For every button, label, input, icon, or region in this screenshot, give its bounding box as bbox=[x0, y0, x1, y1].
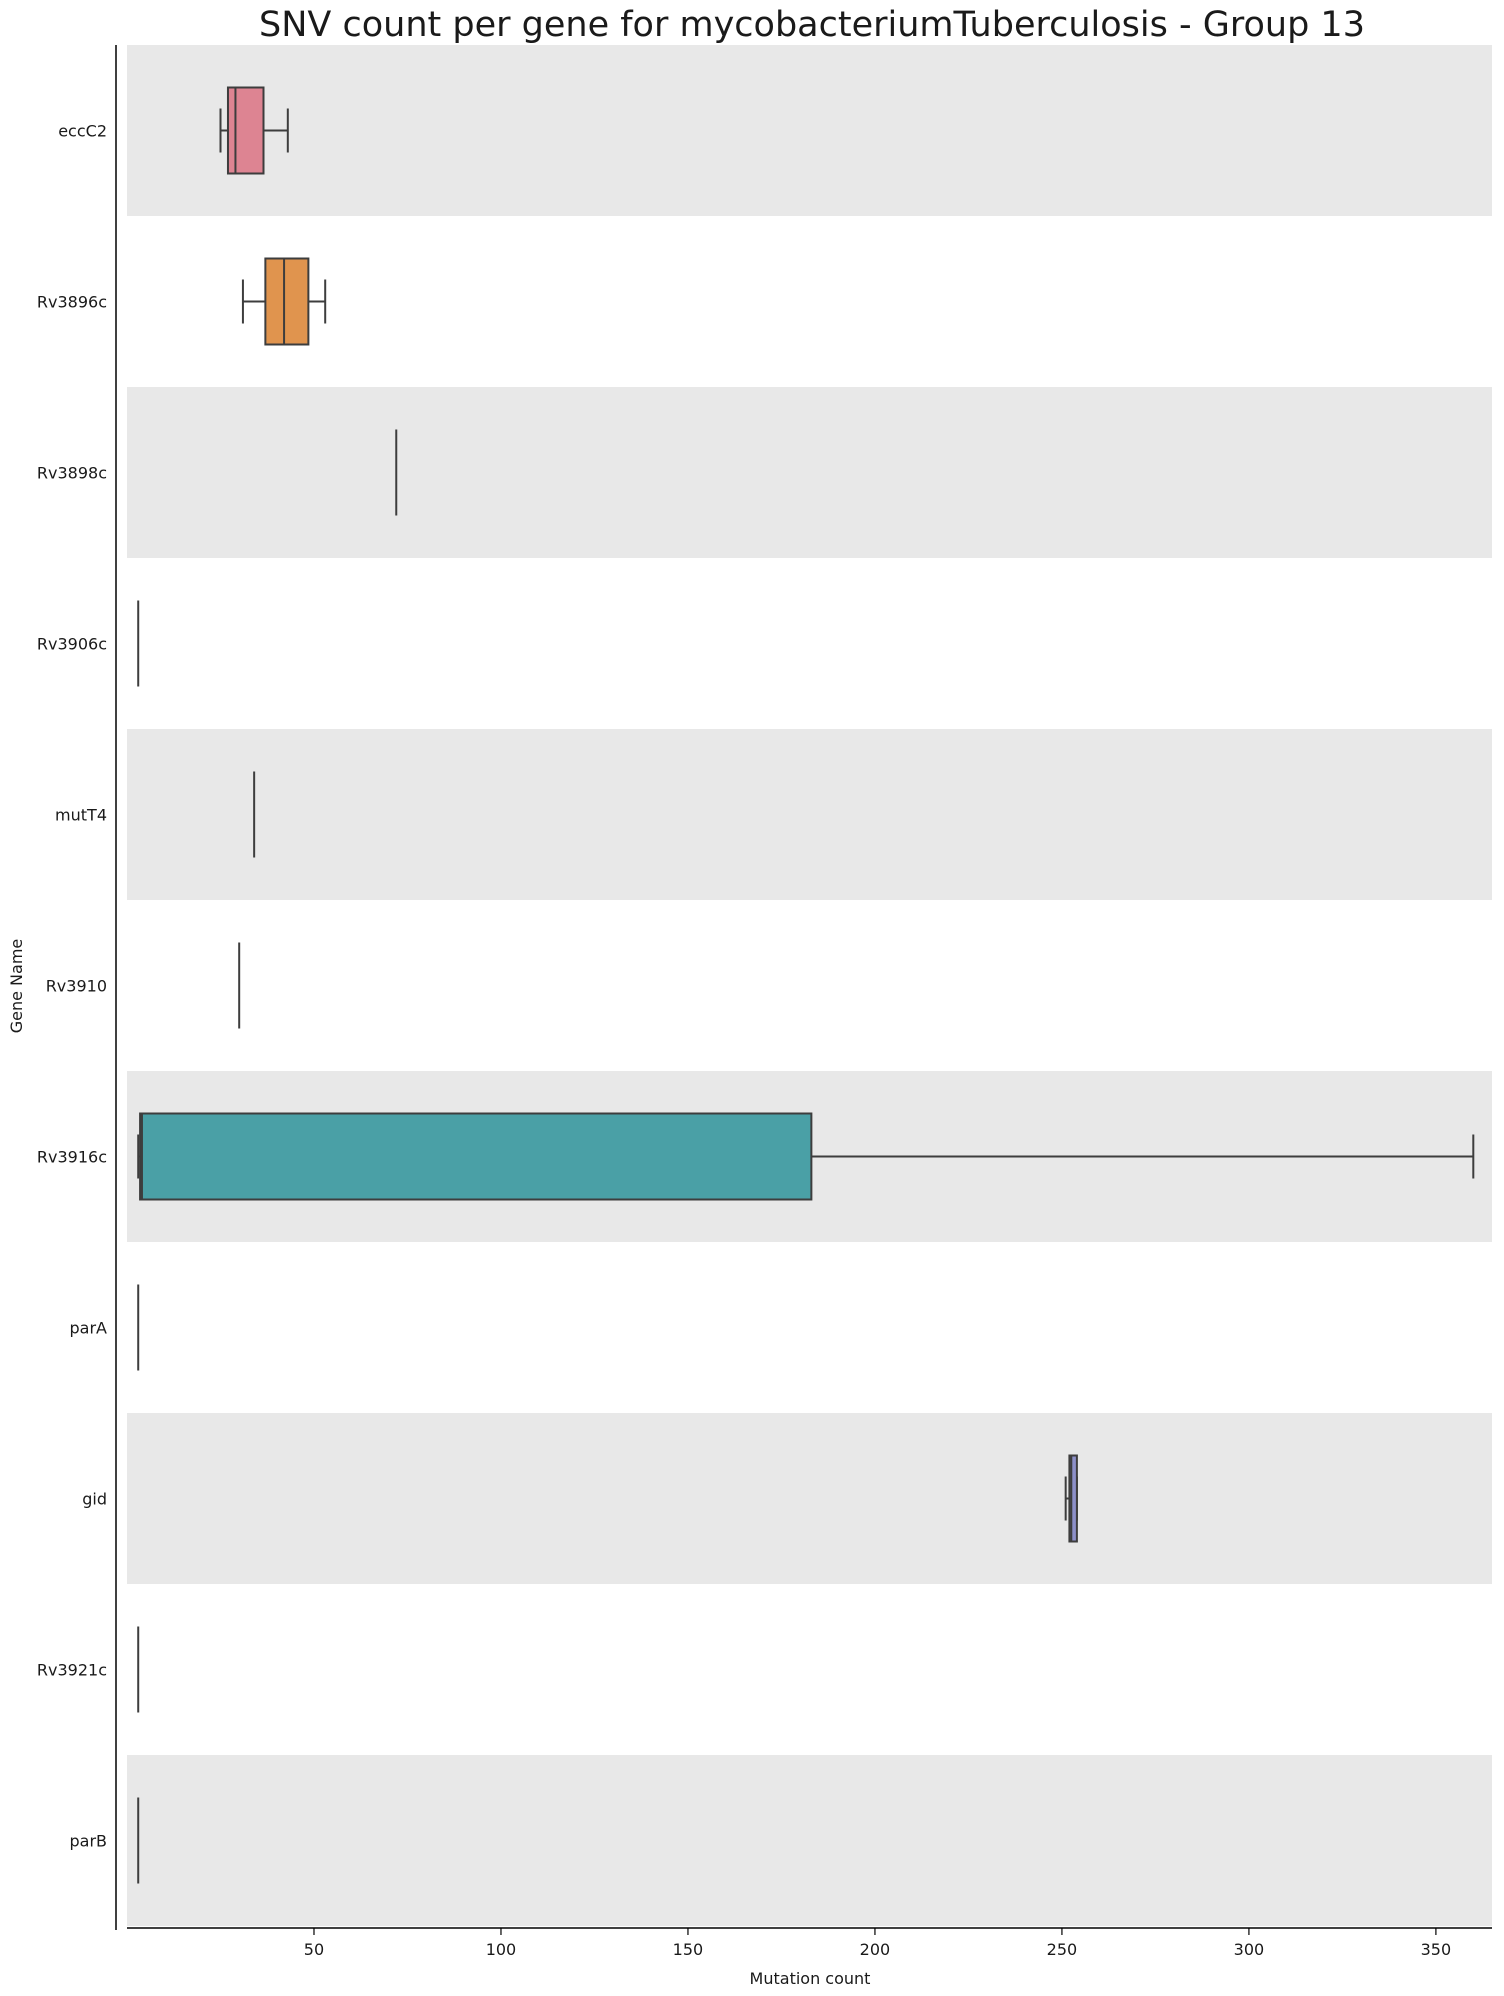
x-tick-label: 300 bbox=[1234, 1940, 1265, 1959]
box-group bbox=[137, 86, 1475, 1884]
x-axis: 50 100 150 200 250 300 350 bbox=[127, 1927, 1492, 1959]
y-tick-label: parB bbox=[69, 1832, 107, 1851]
y-axis-label: Gene Name bbox=[7, 939, 26, 1034]
row-band bbox=[127, 387, 1492, 558]
x-axis-label: Mutation count bbox=[750, 1969, 871, 1988]
box-Rv3896c bbox=[241, 257, 327, 346]
x-tick-label: 200 bbox=[860, 1940, 891, 1959]
row-band bbox=[127, 1584, 1492, 1755]
y-tick-label: Rv3896c bbox=[37, 293, 107, 312]
iqr-box bbox=[139, 1112, 813, 1201]
box-Rv3916c bbox=[137, 1112, 1475, 1201]
iqr-box bbox=[226, 86, 265, 175]
y-tick-label: gid bbox=[82, 1490, 107, 1509]
x-tick-label: 150 bbox=[673, 1940, 704, 1959]
y-tick-label: parA bbox=[70, 1319, 108, 1338]
box-eccC2 bbox=[219, 86, 289, 175]
y-tick-label: Rv3910 bbox=[46, 977, 107, 996]
row-band bbox=[127, 45, 1492, 216]
row-band bbox=[127, 216, 1492, 387]
box-gid bbox=[1064, 1454, 1078, 1543]
y-tick-label: Rv3898c bbox=[37, 464, 107, 483]
chart-title: SNV count per gene for mycobacteriumTube… bbox=[259, 5, 1365, 45]
y-tick-label: Rv3916c bbox=[37, 1148, 107, 1167]
row-bands bbox=[127, 45, 1492, 1926]
row-band bbox=[127, 1755, 1492, 1926]
y-tick-label: Rv3906c bbox=[37, 635, 107, 654]
row-band bbox=[127, 558, 1492, 729]
row-band bbox=[127, 1242, 1492, 1413]
x-tick-label: 50 bbox=[304, 1940, 324, 1959]
iqr-box bbox=[264, 257, 310, 346]
row-band bbox=[127, 729, 1492, 900]
row-band bbox=[127, 900, 1492, 1071]
y-tick-label: mutT4 bbox=[55, 806, 107, 825]
y-axis: eccC2 Rv3896c Rv3898c Rv3906c mutT4 Rv3910 Rv3… bbox=[37, 45, 117, 1930]
y-tick-label: eccC2 bbox=[58, 122, 107, 141]
row-band bbox=[127, 1413, 1492, 1584]
x-tick-label: 350 bbox=[1421, 1940, 1452, 1959]
x-tick-label: 250 bbox=[1047, 1940, 1078, 1959]
y-tick-label: Rv3921c bbox=[37, 1661, 107, 1680]
iqr-box bbox=[1068, 1454, 1078, 1543]
x-tick-label: 100 bbox=[486, 1940, 517, 1959]
